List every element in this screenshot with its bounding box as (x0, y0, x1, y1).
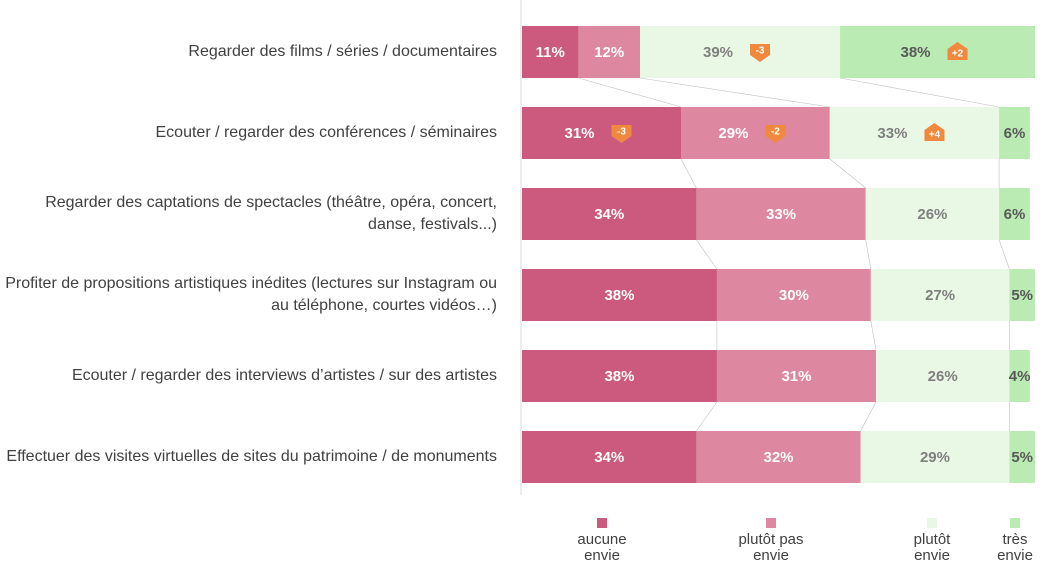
bar-segment (522, 350, 717, 402)
delta-label: +2 (952, 49, 964, 60)
bar-segment (840, 26, 1035, 78)
bar-segment (865, 188, 1000, 240)
value-label: 30% (779, 287, 809, 304)
value-label: 31% (781, 368, 811, 385)
delta-label: -3 (756, 46, 765, 57)
delta-badge (765, 125, 786, 143)
value-label: 38% (604, 368, 634, 385)
legend-swatch (597, 518, 607, 528)
bar-segment (829, 107, 1000, 159)
value-label: 6% (1004, 125, 1026, 142)
category-label: Effectuer des visites virtuelles de site… (6, 448, 497, 465)
value-label: 38% (901, 44, 931, 61)
delta-badge (924, 123, 945, 141)
connector-line (870, 320, 877, 351)
bar-segment (870, 269, 1010, 321)
value-label: 12% (594, 44, 624, 61)
bar-segment (522, 431, 697, 483)
value-label: 33% (766, 206, 796, 223)
bar-segment (999, 107, 1030, 159)
bar-segment (639, 26, 841, 78)
bar-segment (578, 26, 640, 78)
bar-segment (716, 350, 876, 402)
category-label: Regarder des captations de spectacles (t… (45, 194, 497, 233)
category-label: Ecouter / regarder des conférences / sém… (155, 124, 498, 141)
bar-segment (522, 107, 682, 159)
value-label: 27% (925, 287, 955, 304)
value-label: 26% (928, 368, 958, 385)
bar-segment (716, 269, 871, 321)
value-label: 38% (604, 287, 634, 304)
bar-segment (522, 26, 579, 78)
value-label: 11% (536, 44, 565, 61)
connector-line (578, 77, 682, 108)
delta-badge (947, 42, 968, 60)
bar-segment (1009, 431, 1035, 483)
value-label: 34% (594, 449, 624, 466)
bar-segment (860, 431, 1010, 483)
connector-line (696, 239, 718, 270)
connector-line (998, 239, 1010, 270)
delta-label: +4 (929, 130, 941, 141)
connector-line (680, 158, 697, 189)
connector-line (639, 77, 830, 108)
value-label: 4% (1009, 368, 1031, 385)
value-label: 29% (718, 125, 748, 142)
value-label: 5% (1011, 449, 1033, 466)
bar-segment (681, 107, 830, 159)
category-label: Profiter de propositions artistiques iné… (5, 275, 497, 314)
bar-segment (522, 188, 697, 240)
bar-segment (999, 188, 1030, 240)
connector-line (696, 401, 718, 432)
bar-segment (875, 350, 1010, 402)
bar-segment (1009, 350, 1030, 402)
delta-label: -3 (617, 127, 626, 138)
legend-label: plutôt envie (913, 531, 951, 564)
value-label: 26% (917, 206, 947, 223)
delta-label: -2 (771, 127, 780, 138)
legend-label: plutôt pas envie (738, 531, 804, 564)
value-label: 6% (1004, 206, 1026, 223)
bar-segment (522, 269, 717, 321)
legend-swatch (766, 518, 776, 528)
bar-segment (696, 431, 861, 483)
delta-badge (611, 125, 632, 143)
bar-segment (1009, 269, 1035, 321)
value-label: 31% (564, 125, 594, 142)
bar-segment (696, 188, 866, 240)
legend-swatch (927, 518, 937, 528)
connector-line (860, 401, 877, 432)
connector-line (829, 158, 866, 189)
value-label: 29% (920, 449, 950, 466)
value-label: 5% (1011, 287, 1033, 304)
delta-badge (750, 44, 771, 62)
value-label: 34% (594, 206, 624, 223)
legend-label: très envie (997, 531, 1033, 564)
legend-label: aucune envie (577, 531, 627, 564)
connector-line (840, 77, 1000, 108)
value-label: 39% (703, 44, 733, 61)
value-label: 32% (763, 449, 793, 466)
legend-swatch (1010, 518, 1020, 528)
category-label: Ecouter / regarder des interviews d’arti… (71, 367, 497, 384)
connector-line (865, 239, 872, 270)
value-label: 33% (877, 125, 907, 142)
category-label: Regarder des films / séries / documentai… (188, 43, 497, 60)
